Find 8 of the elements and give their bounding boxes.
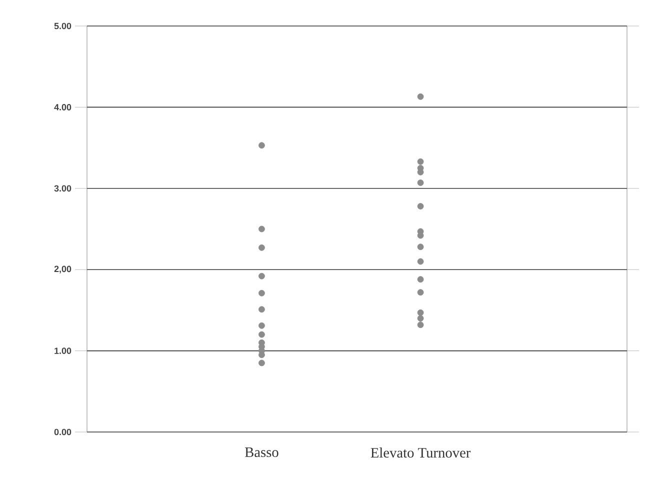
x-tick-label: Elevato Turnover [370,448,471,458]
x-tick-label: Basso [244,448,278,458]
y-tick-label: 2,00 [54,266,72,274]
y-tick-label: 1.00 [54,348,72,354]
y-tick-label: 4.00 [54,104,72,110]
y-tick-label: 5.00 [54,22,72,30]
y-tick-label: 3.00 [54,185,72,192]
y-tick-label: 0.00 [54,428,72,436]
